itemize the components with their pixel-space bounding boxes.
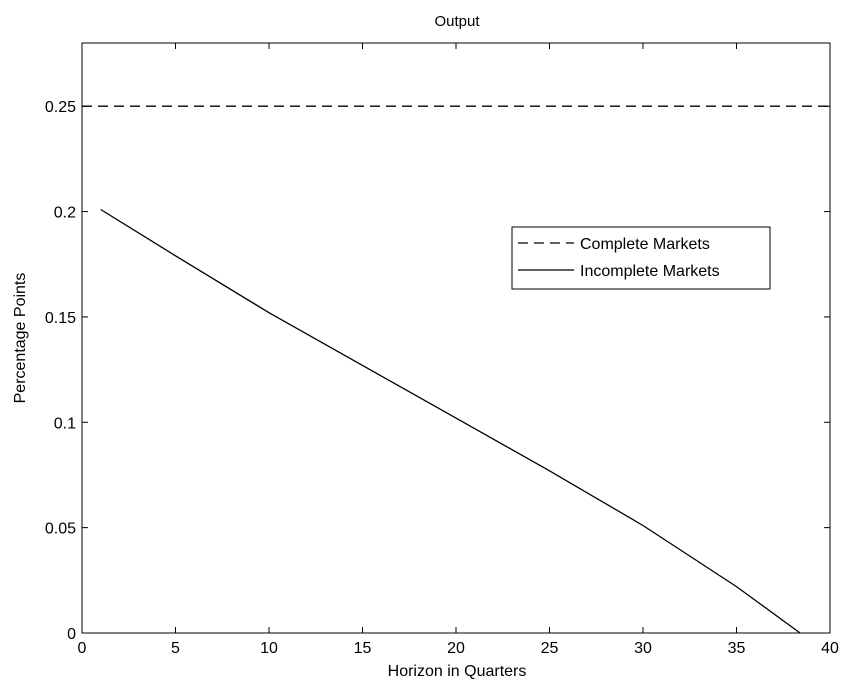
y-tick-label: 0.2 — [54, 205, 76, 222]
series-line-incomplete-markets — [100, 208, 801, 634]
x-tick-label: 25 — [541, 640, 559, 657]
legend-label-complete-markets: Complete Markets — [580, 236, 710, 253]
legend-box — [511, 226, 771, 290]
x-tick-label: 30 — [634, 640, 652, 657]
x-tick-label: 10 — [260, 640, 278, 657]
x-tick-label: 15 — [354, 640, 372, 657]
y-axis-label: Percentage Points — [12, 273, 29, 404]
x-axis-label: Horizon in Quarters — [388, 663, 527, 680]
x-tick-label: 5 — [171, 640, 180, 657]
y-tick-label: 0.25 — [45, 99, 76, 116]
y-tick-label: 0.15 — [45, 310, 76, 327]
y-tick-label: 0.1 — [54, 415, 76, 432]
chart-title: Output — [434, 13, 480, 30]
x-tick-label: 40 — [821, 640, 839, 657]
legend-label-incomplete-markets: Incomplete Markets — [580, 263, 720, 280]
axis-ticks: 0 5 10 15 20 25 30 35 40 0 0.05 0.1 0.15 0.2 0.25 — [45, 43, 839, 657]
x-tick-label: 20 — [447, 640, 465, 657]
series-group — [82, 105, 830, 634]
y-tick-label: 0 — [67, 626, 76, 643]
plot-area — [81, 42, 831, 634]
x-tick-label: 0 — [78, 640, 87, 657]
x-tick-label: 35 — [728, 640, 746, 657]
y-tick-label: 0.05 — [45, 521, 76, 538]
